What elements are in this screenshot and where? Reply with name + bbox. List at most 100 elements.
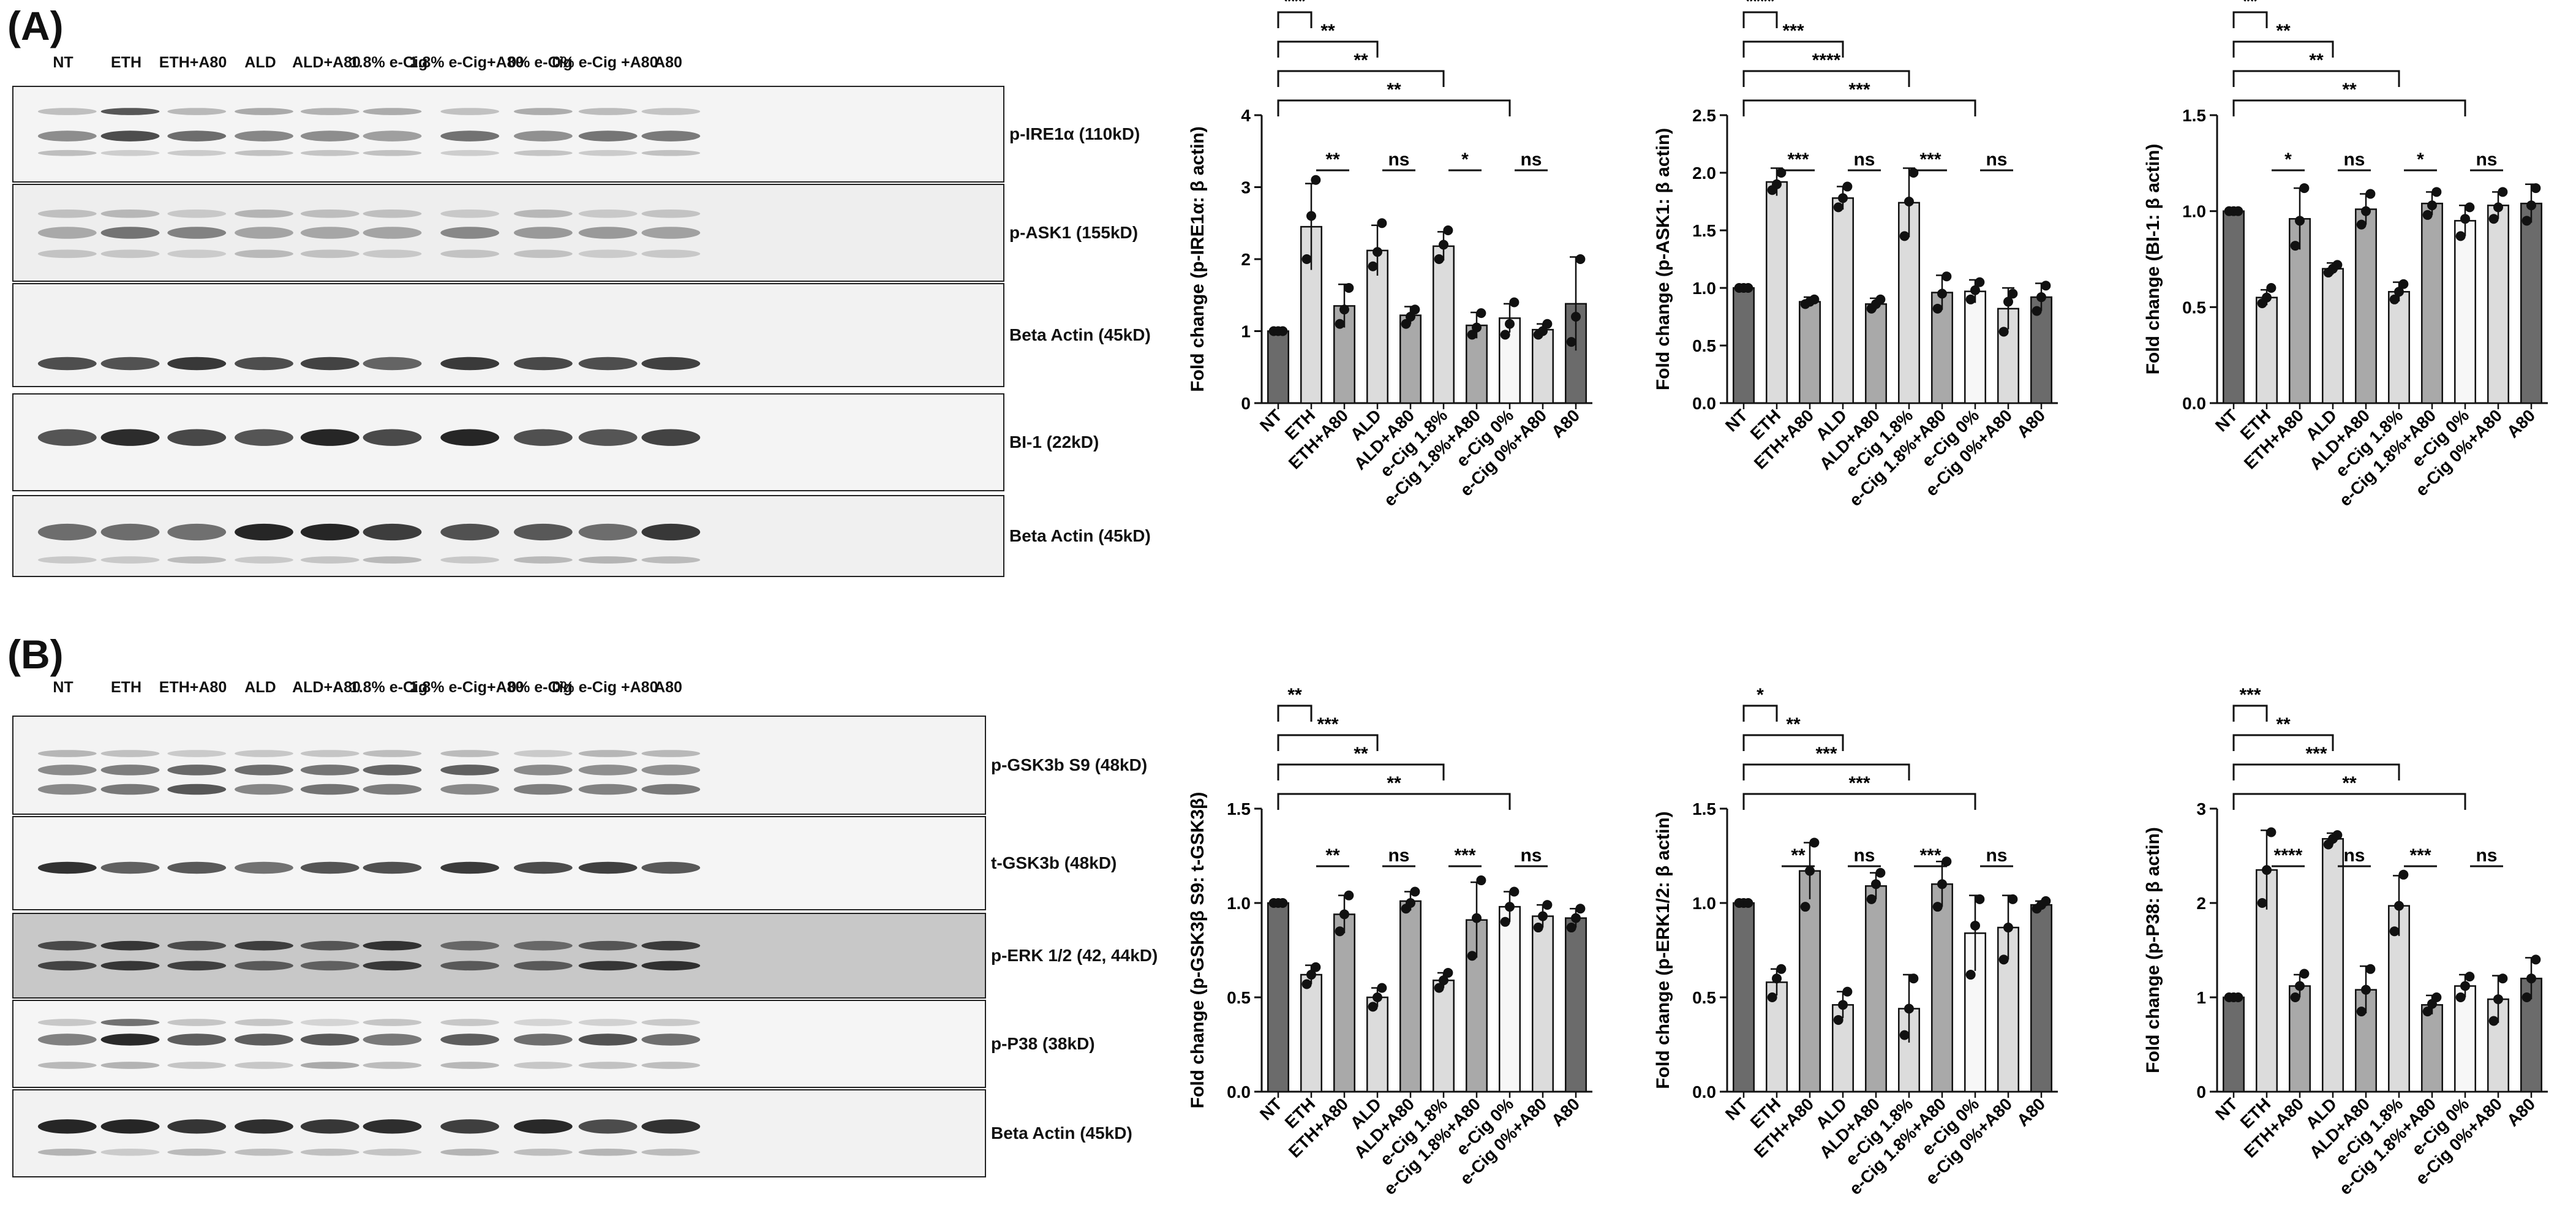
data-point xyxy=(1500,330,1510,340)
lane-label: A80 xyxy=(654,679,682,696)
data-point xyxy=(2262,865,2272,875)
data-point xyxy=(1306,211,1316,221)
blot-strip xyxy=(12,184,1004,282)
sig-label: *** xyxy=(1317,714,1338,735)
data-point xyxy=(2531,954,2541,965)
data-point xyxy=(1476,308,1486,319)
y-tick-label: 1.0 xyxy=(1227,894,1251,913)
chart-p-erk12: Fold change (p-ERK1/2: β actin) 0.0 0.5 1.0… xyxy=(1653,685,2058,1198)
bar xyxy=(1865,303,1887,404)
data-point xyxy=(1401,319,1411,329)
data-point xyxy=(1800,902,1810,912)
bar xyxy=(1766,181,1788,404)
data-point xyxy=(2531,183,2541,194)
data-point xyxy=(1743,898,1753,908)
sig-label: ns xyxy=(1986,149,2007,170)
data-point xyxy=(1575,254,1586,264)
sig-bracket xyxy=(1277,11,1312,28)
sig-label: *** xyxy=(1919,845,1941,866)
data-point xyxy=(2493,202,2503,213)
lane-label: ALD xyxy=(244,679,276,696)
blot-label: Beta Actin (45kD) xyxy=(1009,325,1151,344)
data-point xyxy=(2431,187,2442,197)
sig-label: ** xyxy=(2243,0,2258,12)
data-point xyxy=(1776,964,1787,974)
data-point xyxy=(1809,294,1820,304)
data-point xyxy=(2431,992,2442,1002)
data-point xyxy=(2299,969,2310,979)
sig-label: *** xyxy=(2409,845,2431,866)
lane-label: 0% e-Cig xyxy=(508,54,573,71)
sig-bracket xyxy=(1742,763,1910,780)
sig-bracket xyxy=(1742,734,1844,751)
data-point xyxy=(1842,986,1853,997)
sig-bracket xyxy=(1742,99,1976,116)
sig-label: *** xyxy=(1815,744,1837,764)
sig-label: ns xyxy=(1388,845,1409,866)
data-point xyxy=(2365,189,2376,199)
data-point xyxy=(1301,254,1312,264)
data-point xyxy=(1772,973,1782,984)
data-point xyxy=(2365,964,2376,974)
sig-label: ** xyxy=(1325,149,1340,170)
lane-label: 1.8% e-Cig xyxy=(350,54,428,71)
y-tick-label: 1.5 xyxy=(1227,799,1251,818)
blot-image xyxy=(37,940,701,971)
data-point xyxy=(1542,900,1553,910)
blot-image xyxy=(37,750,701,795)
bar xyxy=(2322,268,2344,404)
blot-image xyxy=(37,861,701,874)
data-point xyxy=(1538,911,1548,921)
data-point xyxy=(2455,992,2466,1002)
data-point xyxy=(1542,319,1553,329)
data-point xyxy=(1344,283,1354,293)
data-point xyxy=(1805,866,1815,876)
data-point xyxy=(2003,923,2013,933)
y-tick-label: 1.5 xyxy=(1692,221,1716,240)
data-point xyxy=(2332,260,2343,270)
data-point xyxy=(1842,181,1853,192)
y-tick-label: 0 xyxy=(2196,1082,2206,1101)
sig-label: ** xyxy=(2342,773,2357,793)
sig-bracket xyxy=(1742,70,1910,87)
blot-label: p-GSK3b S9 (48kD) xyxy=(991,755,1148,774)
bar xyxy=(1799,301,1821,404)
sig-bracket xyxy=(2232,99,2466,116)
data-point xyxy=(1965,970,1976,980)
sig-label: ** xyxy=(1354,50,1368,70)
data-point xyxy=(1970,920,1980,931)
panel-b-letter: (B) xyxy=(7,632,64,677)
data-point xyxy=(2332,830,2343,841)
data-point xyxy=(1509,886,1520,897)
bar xyxy=(2289,985,2311,1093)
data-point xyxy=(2465,972,2475,982)
bar xyxy=(1300,973,1322,1093)
data-point xyxy=(2398,869,2409,880)
blot-strip xyxy=(12,1000,986,1088)
blot-label: BI-1 (22kD) xyxy=(1009,433,1099,451)
data-point xyxy=(2389,926,2400,937)
data-point xyxy=(1443,967,1453,978)
y-axis-label: Fold change (p-ERK1/2: β actin) xyxy=(1653,811,1673,1089)
data-point xyxy=(1373,247,1382,257)
sig-label: * xyxy=(2417,149,2424,170)
data-point xyxy=(2488,214,2499,224)
data-point xyxy=(1373,992,1382,1002)
data-point xyxy=(1434,983,1444,993)
lane-label: ALD+A80 xyxy=(292,54,361,71)
data-point xyxy=(1875,867,1886,878)
data-point xyxy=(2498,187,2508,197)
data-point xyxy=(1566,923,1576,933)
y-tick-label: 0.0 xyxy=(1692,1082,1716,1101)
y-tick-label: 1.0 xyxy=(1692,894,1716,913)
bar xyxy=(2520,202,2542,404)
chart-p-ire1a: Fold change (p-IRE1α: β actin)01234NTETH… xyxy=(1188,0,1592,510)
data-point xyxy=(2295,216,2305,226)
sig-label: ns xyxy=(2343,149,2365,170)
data-point xyxy=(1866,894,1877,904)
sig-label: ns xyxy=(1388,149,1409,170)
data-point xyxy=(1368,261,1378,271)
sig-label: * xyxy=(1757,685,1764,705)
lane-label: 0% e-Cig xyxy=(508,679,573,696)
lane-label: 1.8% e-Cig+A80 xyxy=(409,679,524,696)
